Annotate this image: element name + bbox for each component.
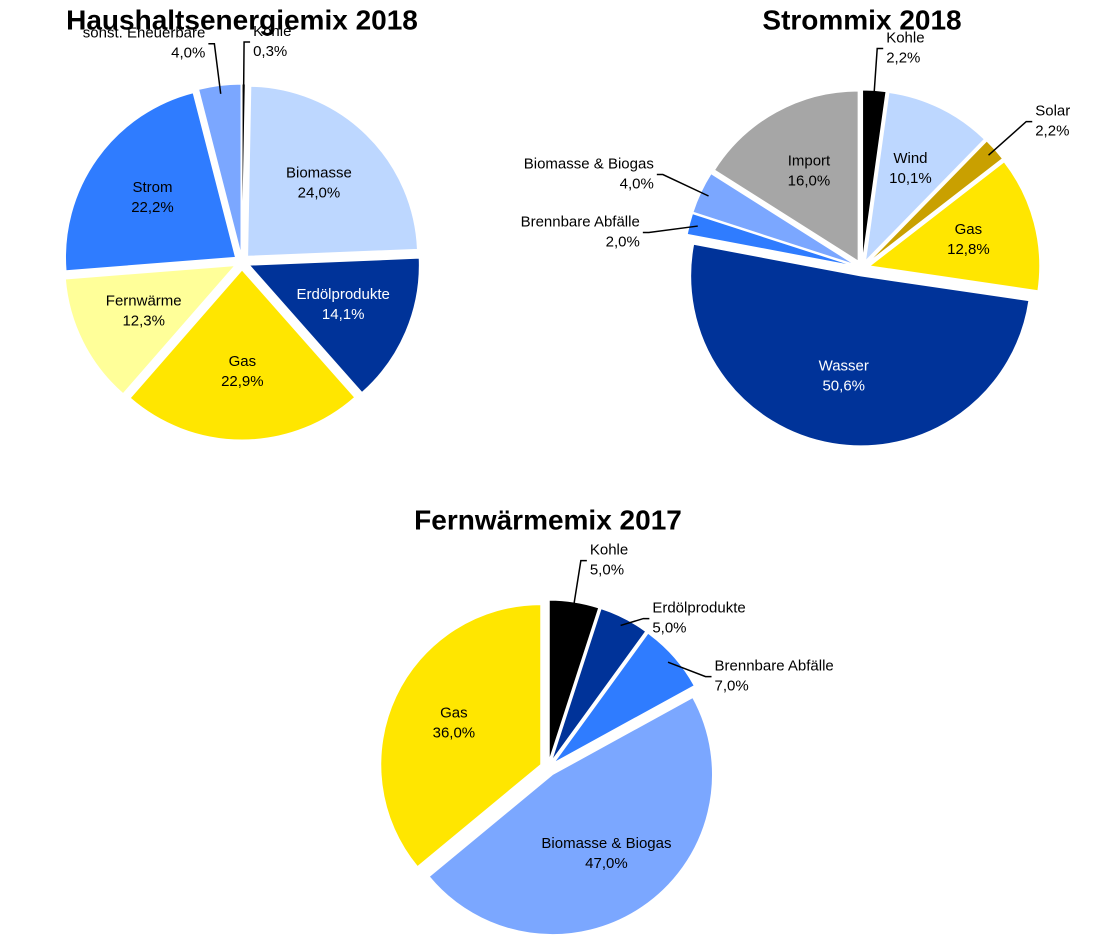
slice-value-label: 2,2% bbox=[886, 49, 920, 66]
slice-label: Gas bbox=[955, 221, 983, 238]
leader-line bbox=[872, 47, 884, 99]
leader-line bbox=[242, 41, 251, 93]
leader-line bbox=[620, 617, 650, 627]
pie-slice bbox=[129, 269, 356, 441]
slice-value-label: 0,3% bbox=[253, 43, 287, 60]
slice-value-label: 2,2% bbox=[1035, 123, 1069, 140]
slice-label: Import bbox=[788, 153, 831, 170]
leader-line bbox=[208, 42, 222, 94]
pie-slice bbox=[380, 604, 542, 868]
slice-label: Biomasse & Biogas bbox=[541, 835, 671, 852]
slice-label: Kohle bbox=[590, 542, 628, 559]
pie-slice bbox=[686, 213, 855, 267]
slice-label: Kohle bbox=[886, 29, 924, 46]
slice-value-label: 16,0% bbox=[788, 173, 831, 190]
slice-label: Biomasse & Biogas bbox=[524, 156, 654, 173]
pie-slice bbox=[248, 257, 420, 394]
slice-value-label: 14,1% bbox=[322, 306, 365, 323]
slice-label: Erdölprodukte bbox=[652, 600, 745, 617]
leader-line bbox=[656, 173, 709, 197]
slice-label: Biomasse bbox=[286, 164, 352, 181]
pie-slice bbox=[864, 91, 986, 263]
slice-value-label: 5,0% bbox=[652, 620, 686, 637]
slice-label: Wasser bbox=[819, 357, 869, 374]
pie-slice bbox=[868, 161, 1041, 292]
slice-value-label: 36,0% bbox=[433, 725, 476, 742]
leader-line bbox=[988, 120, 1033, 156]
slice-value-label: 4,0% bbox=[620, 176, 654, 193]
slice-label: Kohle bbox=[253, 23, 291, 40]
slice-label: Brennbare Abfälle bbox=[715, 658, 834, 675]
pie-slice bbox=[65, 92, 237, 272]
slice-label: Erdölprodukte bbox=[296, 286, 389, 303]
slice-value-label: 4,0% bbox=[171, 45, 205, 62]
pie-slice bbox=[64, 264, 237, 395]
slice-label: sonst. Eneuerbare bbox=[83, 25, 206, 42]
slice-label: Fernwärme bbox=[106, 292, 182, 309]
slice-value-label: 5,0% bbox=[590, 562, 624, 579]
slice-label: Wind bbox=[893, 150, 927, 167]
pie-slice bbox=[553, 632, 695, 764]
leader-line bbox=[642, 225, 698, 234]
pie-slice bbox=[551, 608, 647, 762]
pie-slice bbox=[690, 243, 1030, 447]
chart-title: Strommix 2018 bbox=[762, 4, 961, 35]
slice-value-label: 47,0% bbox=[585, 855, 628, 872]
chart-title: Haushaltsenergiemix 2018 bbox=[66, 4, 418, 35]
slice-value-label: 22,9% bbox=[221, 373, 264, 390]
chart-title: Fernwärmemix 2017 bbox=[414, 504, 682, 535]
slice-value-label: 50,6% bbox=[822, 377, 865, 394]
slice-label: Gas bbox=[440, 705, 468, 722]
slice-label: Gas bbox=[229, 353, 257, 370]
leader-line bbox=[667, 661, 712, 678]
pie-slice bbox=[428, 696, 713, 936]
slice-label: Strom bbox=[132, 179, 172, 196]
pie-slice bbox=[247, 85, 418, 257]
leader-line bbox=[572, 559, 587, 611]
slice-value-label: 24,0% bbox=[298, 184, 341, 201]
slice-value-label: 12,3% bbox=[122, 312, 165, 329]
slice-value-label: 2,0% bbox=[606, 234, 640, 251]
slice-label: Solar bbox=[1035, 103, 1070, 120]
slice-label: Brennbare Abfälle bbox=[521, 214, 640, 231]
slice-value-label: 7,0% bbox=[715, 678, 749, 695]
slice-value-label: 10,1% bbox=[889, 170, 932, 187]
slice-value-label: 12,8% bbox=[947, 241, 990, 258]
slice-value-label: 22,2% bbox=[131, 199, 174, 216]
pie-slice bbox=[713, 90, 859, 262]
pie-slice bbox=[241, 83, 246, 255]
